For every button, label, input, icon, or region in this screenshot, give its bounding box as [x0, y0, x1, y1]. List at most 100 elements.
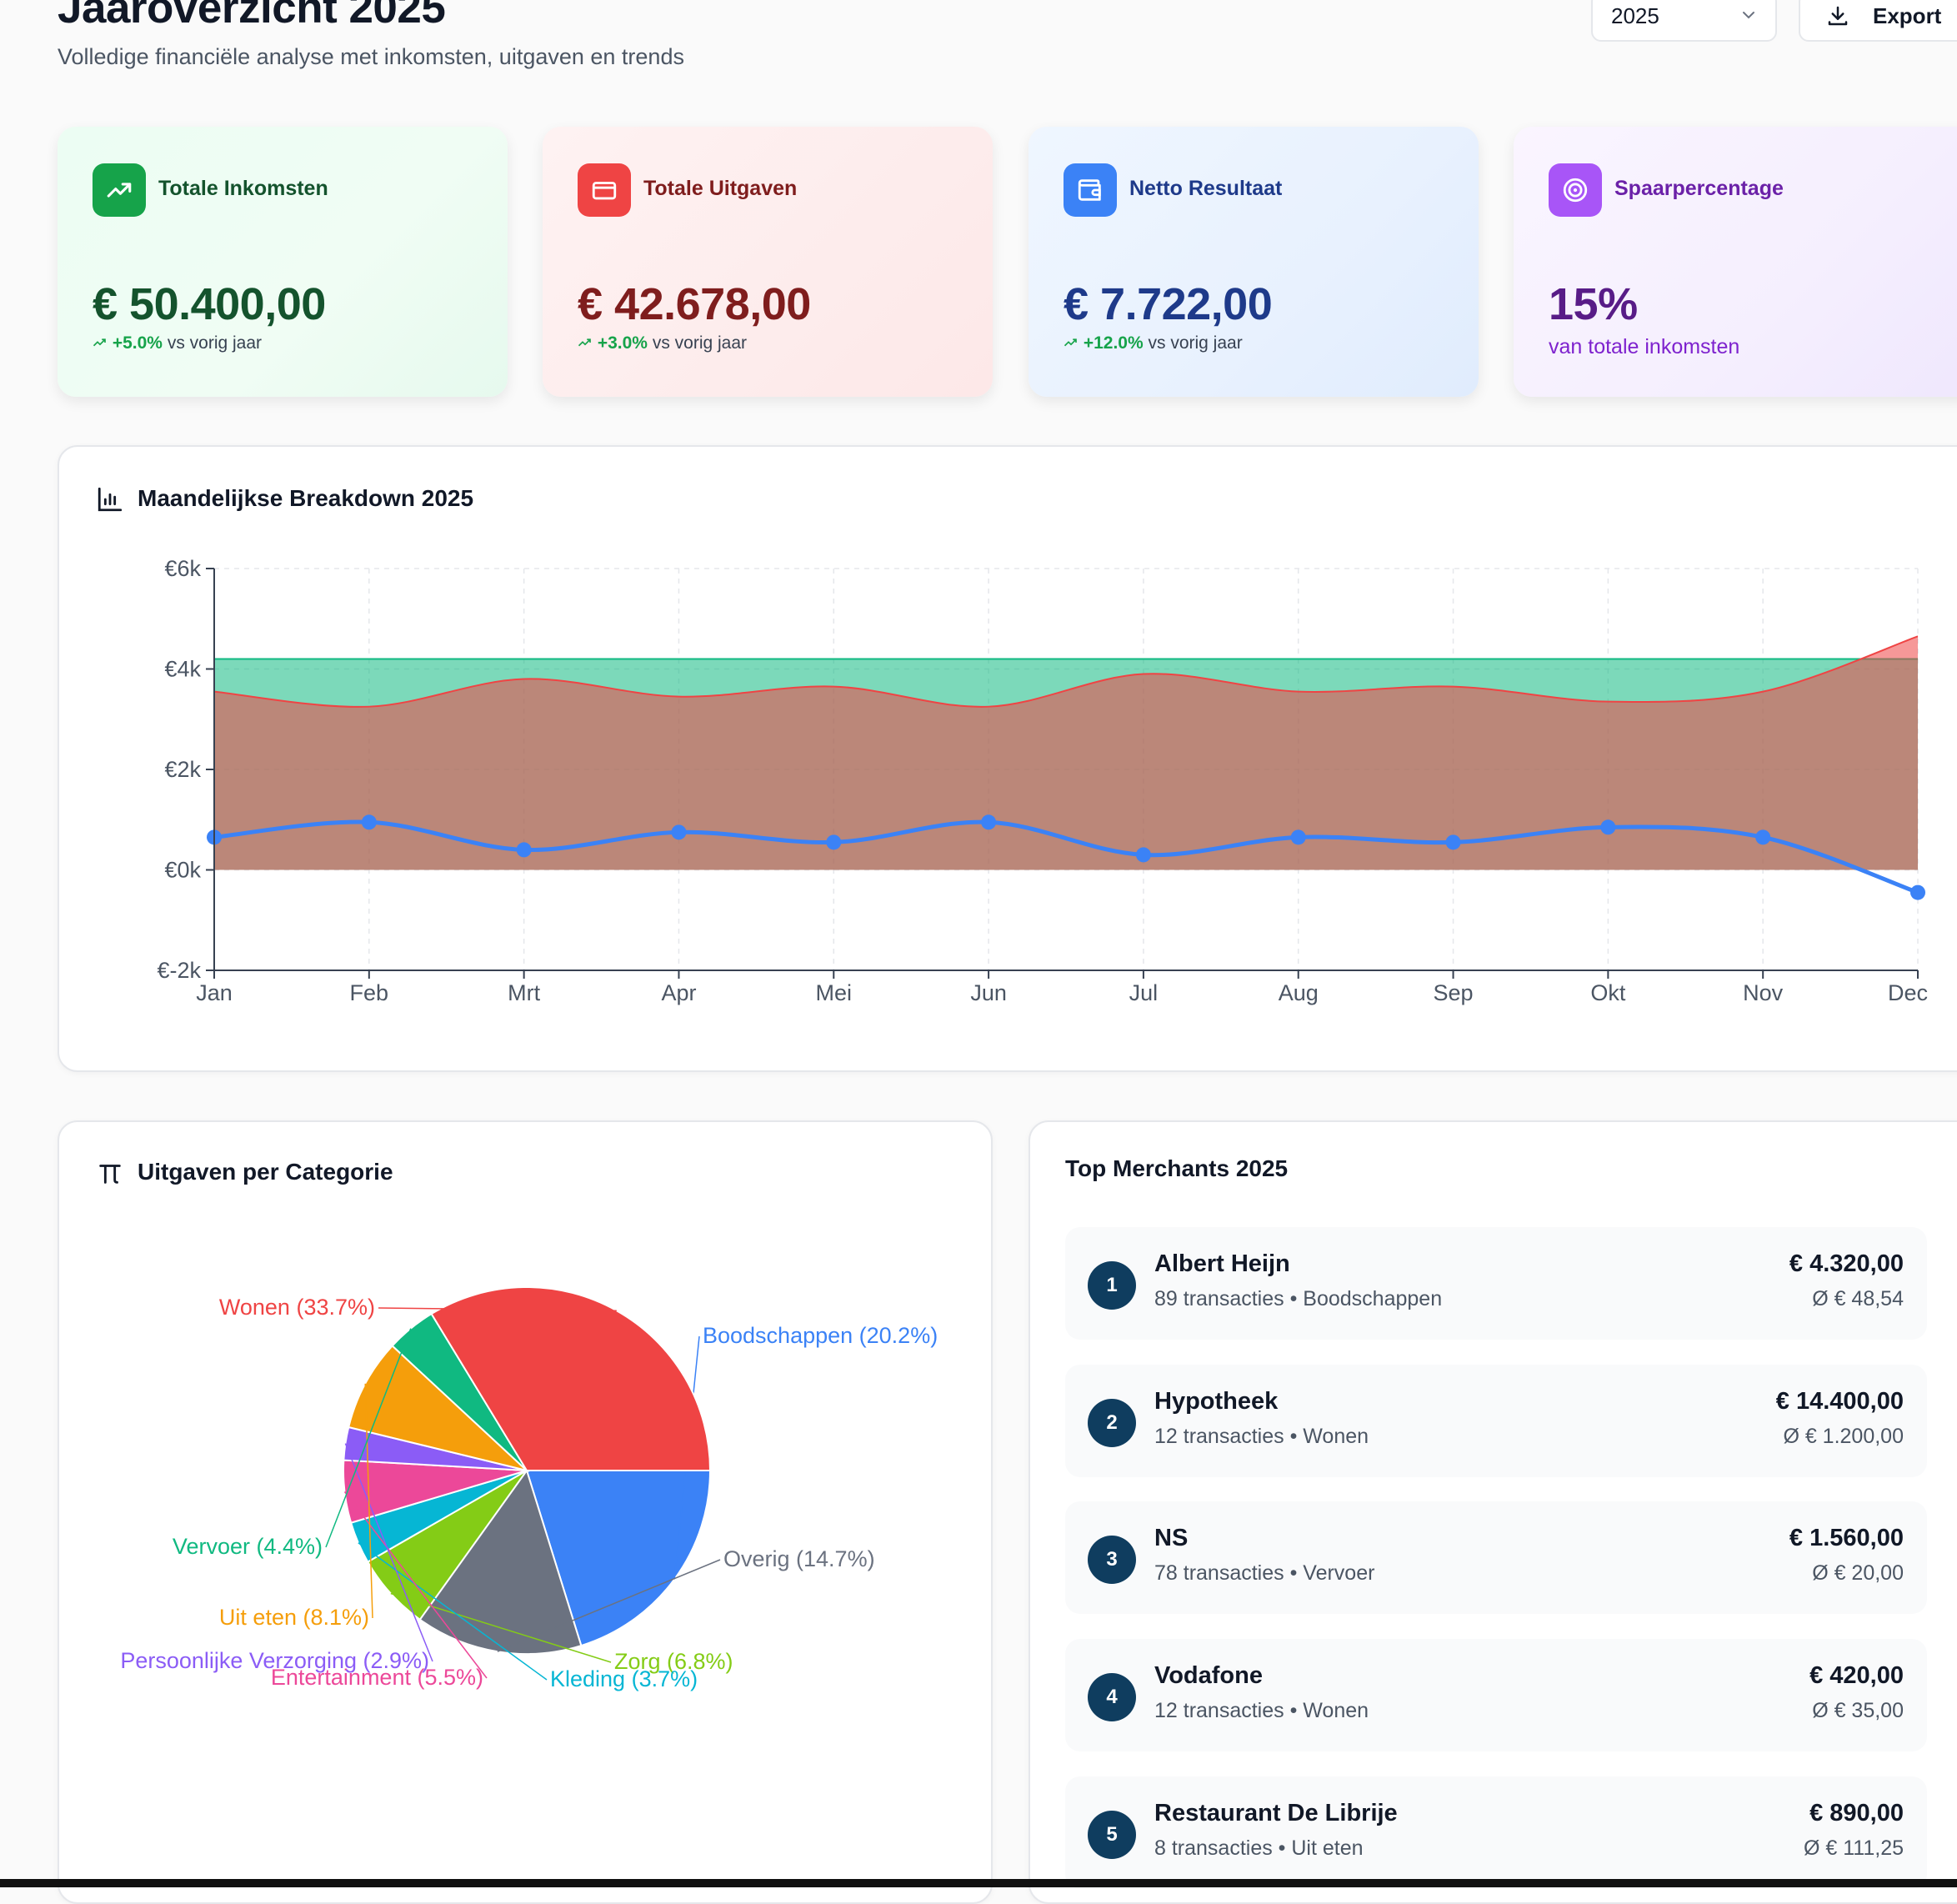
panel-title: Uitgaven per Categorie — [138, 1159, 393, 1185]
merchant-meta: 8 transacties • Uit eten — [1154, 1836, 1364, 1860]
data-point — [1910, 884, 1925, 900]
monthly-breakdown-panel: Maandelijkse Breakdown 2025 €-2k €0k €2k €4… — [58, 445, 1957, 1072]
card-savings-rate: Spaarpercentage 15% van totale inkomsten — [1514, 127, 1957, 397]
year-select[interactable]: 2025 — [1591, 0, 1777, 42]
credit-card-icon — [578, 163, 631, 217]
area-series-line-1 — [213, 635, 1919, 708]
trend-pct: +5.0% — [112, 333, 163, 353]
merchant-rank: 5 — [1088, 1811, 1136, 1859]
merchant-meta: 12 transacties • Wonen — [1154, 1425, 1369, 1448]
category-pie-chart: Boodschappen (20.2%) Overig (14.7%) Zorg (… — [120, 1286, 938, 1691]
merchant-row[interactable]: 5 Restaurant De Librije 8 transacties • … — [1065, 1776, 1927, 1889]
merchant-meta: 89 transacties • Boodschappen — [1154, 1287, 1443, 1310]
card-net-result: Netto Resultaat € 7.722,00 +12.0% vs vor… — [1029, 127, 1479, 397]
x-tick-label: Feb — [350, 980, 389, 1005]
chevron-down-icon — [1739, 5, 1759, 29]
trend-up-icon — [578, 333, 593, 353]
panel-title: Maandelijkse Breakdown 2025 — [138, 485, 474, 511]
data-point — [516, 842, 532, 858]
area-series-1 — [214, 636, 1918, 870]
merchant-name: Restaurant De Librije — [1154, 1800, 1398, 1826]
x-tick-label: Jun — [970, 980, 1007, 1005]
y-tick-label: €4k — [164, 657, 201, 682]
merchant-name: NS — [1154, 1525, 1189, 1551]
pie-leader-line — [390, 1592, 612, 1663]
card-expenses: Totale Uitgaven € 42.678,00 +3.0% vs vor… — [543, 127, 993, 397]
x-tick-label: Nov — [1743, 980, 1784, 1005]
merchant-row[interactable]: 4 Vodafone 12 transacties • Wonen € 420,… — [1065, 1639, 1927, 1751]
merchant-meta: 12 transacties • Wonen — [1154, 1699, 1369, 1722]
card-label: Netto Resultaat — [1129, 177, 1283, 200]
merchant-rank: 1 — [1088, 1261, 1136, 1310]
top-merchants-panel: Top Merchants 2025 1 Albert Heijn 89 tra… — [1029, 1120, 1957, 1904]
x-tick-label: Sep — [1434, 980, 1474, 1005]
pie-slice-label: Overig (14.7%) — [723, 1546, 875, 1571]
data-point — [826, 834, 842, 850]
merchant-amount: € 14.400,00 — [1775, 1388, 1904, 1415]
x-tick-label: Dec — [1888, 980, 1928, 1005]
pie-slice-label: Zorg (6.8%) — [614, 1649, 733, 1674]
merchant-row[interactable]: 3 NS 78 transacties • Vervoer € 1.560,00… — [1065, 1501, 1927, 1614]
trend-text: vs vorig jaar — [167, 333, 263, 353]
merchant-name: Albert Heijn — [1154, 1250, 1290, 1277]
merchant-row[interactable]: 2 Hypotheek 12 transacties • Wonen € 14.… — [1065, 1365, 1927, 1477]
pie-slice-label: Persoonlijke Verzorging (2.9%) — [120, 1648, 429, 1673]
export-label: Export — [1873, 3, 1942, 28]
y-tick-label: €6k — [164, 556, 201, 581]
x-tick-label: Jan — [196, 980, 233, 1005]
data-point — [1445, 834, 1461, 850]
card-trend: +5.0% vs vorig jaar — [93, 333, 262, 353]
merchant-amount: € 1.560,00 — [1789, 1525, 1904, 1551]
merchant-name: Vodafone — [1154, 1662, 1263, 1689]
export-button[interactable]: Export — [1799, 0, 1957, 42]
merchant-rank: 3 — [1088, 1536, 1136, 1584]
download-icon — [1825, 3, 1850, 33]
wallet-icon — [1064, 163, 1117, 217]
merchant-average: Ø € 111,25 — [1804, 1836, 1904, 1860]
trend-pct: +12.0% — [1083, 333, 1144, 353]
y-tick-label: €-2k — [157, 958, 201, 983]
pie-leader-line — [364, 1383, 373, 1619]
card-trend: +3.0% vs vorig jaar — [578, 333, 747, 353]
pie-leader-line — [344, 1443, 433, 1662]
pie-slice-label: Vervoer (4.4%) — [173, 1534, 323, 1559]
card-label: Totale Uitgaven — [643, 177, 798, 200]
trend-pct: +3.0% — [597, 333, 648, 353]
y-tick-label: €2k — [164, 757, 201, 782]
trending-up-icon — [93, 163, 146, 217]
data-point — [1600, 819, 1616, 835]
pie-leader-line — [497, 1559, 721, 1652]
merchant-average: Ø € 35,00 — [1812, 1699, 1904, 1722]
merchant-amount: € 890,00 — [1809, 1800, 1904, 1826]
pie-slice-label: Wonen (33.7%) — [219, 1295, 375, 1320]
panel-title: Top Merchants 2025 — [1065, 1155, 1289, 1181]
x-tick-label: Jul — [1129, 980, 1159, 1005]
x-tick-label: Aug — [1279, 980, 1319, 1005]
merchant-amount: € 420,00 — [1809, 1662, 1904, 1689]
data-point — [981, 814, 997, 830]
card-label: Spaarpercentage — [1614, 177, 1784, 200]
data-point — [1755, 829, 1771, 845]
data-point — [671, 824, 687, 840]
page-subtitle: Volledige financiële analyse met inkomst… — [58, 44, 684, 69]
card-label: Totale Inkomsten — [158, 177, 328, 200]
pie-leader-line — [325, 1328, 412, 1548]
merchant-rank: 2 — [1088, 1399, 1136, 1447]
pie-slice — [348, 1344, 530, 1472]
y-tick-label: €0k — [164, 858, 201, 883]
card-value: € 42.678,00 — [578, 279, 811, 329]
trend-text: vs vorig jaar — [652, 333, 748, 353]
page-title: Jaaroverzicht 2025 — [58, 0, 446, 33]
year-select-value: 2025 — [1611, 3, 1659, 28]
monthly-chart: €-2k €0k €2k €4k €6k Jan Feb Mrt Apr Mei Jun Jul Aug… — [157, 556, 1928, 1005]
card-income: Totale Inkomsten € 50.400,00 +5.0% vs vo… — [58, 127, 508, 397]
bar-chart-icon — [96, 485, 124, 518]
pie-slice-label: Boodschappen (20.2%) — [703, 1323, 938, 1348]
merchant-row[interactable]: 1 Albert Heijn 89 transacties • Boodscha… — [1065, 1227, 1927, 1340]
merchant-rank: 4 — [1088, 1673, 1136, 1721]
merchant-name: Hypotheek — [1154, 1388, 1279, 1415]
card-trend: +12.0% vs vorig jaar — [1064, 333, 1243, 353]
pie-chart-icon — [96, 1159, 124, 1191]
categories-panel: Uitgaven per Categorie Boodschappen (20.… — [58, 1120, 993, 1904]
pie-slice-label: Uit eten (8.1%) — [219, 1605, 369, 1630]
